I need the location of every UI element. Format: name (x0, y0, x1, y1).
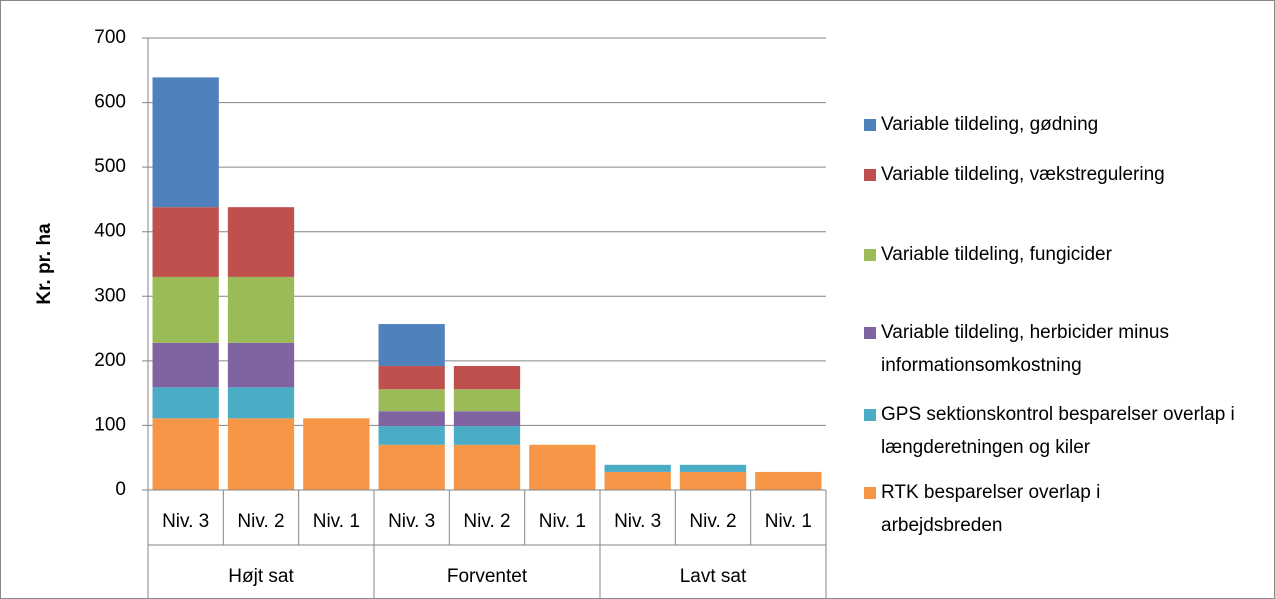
bar-segment (152, 207, 219, 277)
legend-swatch (864, 487, 876, 499)
legend-swatch (864, 409, 876, 421)
x-tick-label: Niv. 2 (689, 511, 736, 532)
x-tick-label: Niv. 3 (162, 511, 209, 532)
bar-segment (453, 366, 521, 390)
legend-swatch (864, 249, 876, 261)
group-label: Lavt sat (680, 566, 747, 587)
legend-swatch (864, 119, 876, 131)
bar-segment (604, 464, 671, 472)
bar-segment (453, 426, 521, 445)
y-axis-label: Kr. pr. ha (34, 223, 55, 305)
legend-swatch (864, 169, 876, 181)
legend-label: Variable tildeling, herbicider minus inf… (881, 322, 1169, 376)
y-tick-label: 100 (94, 414, 126, 435)
y-tick-label: 400 (94, 221, 126, 242)
bar-segment (227, 207, 295, 277)
legend-item: Variable tildeling, gødning (864, 108, 1264, 141)
legend-item: GPS sektionskontrol besparelser overlap … (864, 398, 1264, 464)
bar-segment (152, 342, 219, 388)
x-tick-label: Niv. 1 (765, 511, 812, 532)
bar-segment (152, 77, 219, 208)
bar-segment (453, 444, 521, 490)
bar-segment (529, 444, 596, 490)
x-tick-label: Niv. 3 (388, 511, 435, 532)
y-tick-label: 700 (94, 27, 126, 48)
legend-item: RTK besparelser overlap i arbejdsbreden (864, 476, 1264, 542)
bar-segment (755, 471, 822, 490)
x-tick-label: Niv. 2 (237, 511, 284, 532)
y-tick-label: 300 (94, 285, 126, 306)
bar-segment (227, 276, 295, 343)
x-tick-label: Niv. 1 (313, 511, 360, 532)
legend-label: Variable tildeling, vækstregulering (881, 164, 1165, 185)
bar-segment (227, 342, 295, 388)
y-tick-label: 200 (94, 350, 126, 371)
legend-item: Variable tildeling, herbicider minus inf… (864, 316, 1264, 382)
legend-label: RTK besparelser overlap i arbejdsbreden (881, 482, 1101, 536)
x-tick-label: Niv. 3 (614, 511, 661, 532)
y-tick-label: 500 (94, 156, 126, 177)
y-tick-label: 600 (94, 92, 126, 113)
legend-swatch (864, 327, 876, 339)
bar-segment (378, 411, 445, 427)
bar-segment (679, 464, 747, 472)
bar-segment (303, 418, 370, 490)
bar-segment (152, 276, 219, 343)
y-tick-label: 0 (115, 479, 126, 500)
bar-segment (679, 471, 747, 490)
bar-segment (453, 389, 521, 412)
bar-segment (152, 387, 219, 419)
bar-segment (378, 444, 445, 490)
legend-label: GPS sektionskontrol besparelser overlap … (881, 404, 1235, 458)
x-tick-label: Niv. 1 (539, 511, 586, 532)
bar-segment (227, 418, 295, 490)
bar-segment (604, 471, 671, 490)
x-tick-label: Niv. 2 (463, 511, 510, 532)
bar-segment (152, 418, 219, 490)
group-label: Forventet (447, 566, 528, 587)
legend-item: Variable tildeling, fungicider (864, 238, 1264, 271)
legend-label: Variable tildeling, gødning (881, 114, 1099, 135)
legend-item: Variable tildeling, vækstregulering (864, 158, 1264, 191)
bar-segment (378, 389, 445, 412)
bar-segment (378, 324, 445, 367)
bar-segment (453, 411, 521, 427)
group-label: Højt sat (228, 566, 294, 587)
legend-label: Variable tildeling, fungicider (881, 244, 1112, 265)
bar-segment (378, 426, 445, 445)
bar-segment (227, 387, 295, 419)
bar-segment (378, 366, 445, 390)
